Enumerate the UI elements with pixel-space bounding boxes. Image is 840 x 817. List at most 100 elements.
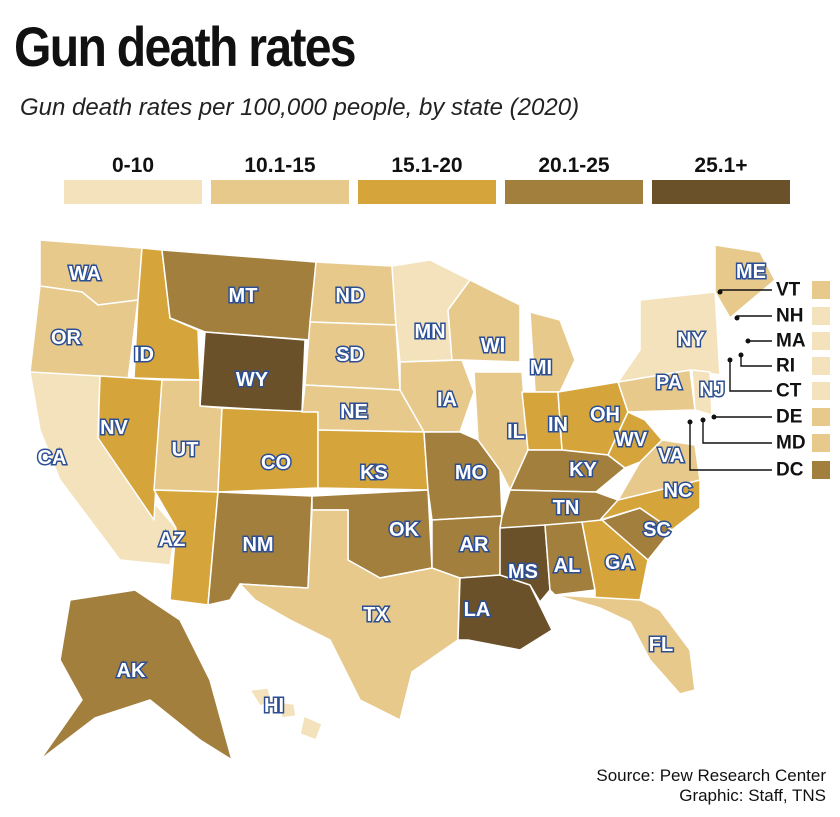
callout-label-de: DE (776, 407, 802, 428)
state-label-nd: ND (336, 285, 365, 307)
state-label-mt: MT (229, 285, 258, 307)
state-label-wv: WV (615, 429, 648, 451)
state-ak (39, 589, 233, 761)
state-label-az: AZ (159, 529, 186, 551)
callout-swatch-nh (812, 307, 830, 325)
state-label-oh: OH (590, 404, 620, 426)
state-label-id: ID (134, 344, 154, 366)
state-nj (691, 369, 713, 416)
legend-item-0: 0-10 (64, 152, 202, 204)
state-label-va: VA (658, 445, 684, 467)
state-label-al: AL (554, 555, 581, 577)
state-label-ms: MS (508, 561, 538, 583)
state-label-nv: NV (100, 417, 128, 439)
legend-swatch-1 (211, 180, 349, 204)
legend-label-3: 20.1-25 (538, 154, 610, 177)
state-va (617, 439, 701, 501)
state-label-in: IN (548, 414, 568, 436)
callout-line-md (702, 420, 772, 444)
callout-swatch-ri (812, 357, 830, 375)
legend-item-1: 10.1-15 (211, 152, 349, 204)
legend-label-4: 25.1+ (694, 154, 748, 177)
state-tx (239, 509, 461, 721)
state-label-ok: OK (389, 519, 420, 541)
state-fl (554, 594, 696, 695)
callout-swatch-de (812, 408, 830, 426)
state-az (153, 489, 219, 606)
state-al (544, 521, 596, 596)
state-label-nc: NC (664, 480, 693, 502)
callout-line-ct (729, 360, 772, 392)
callout-label-ct: CT (776, 381, 802, 402)
legend-item-3: 20.1-25 (505, 152, 643, 204)
source-note: Source: Pew Research Center Graphic: Sta… (596, 766, 826, 806)
state-label-ga: GA (605, 552, 635, 574)
callout-dot-vt (717, 289, 723, 295)
callout-line-ri (740, 355, 772, 367)
state-label-ne: NE (340, 401, 368, 423)
state-label-ca: CA (38, 447, 67, 469)
state-label-pa: PA (656, 372, 682, 394)
state-hi (249, 687, 323, 741)
callout-dot-ri (738, 352, 744, 358)
state-label-fl: FL (649, 634, 673, 656)
state-co (217, 407, 319, 493)
map-title: Gun death rates (14, 15, 357, 78)
state-label-tn: TN (553, 497, 580, 519)
state-label-co: CO (261, 452, 291, 474)
state-label-ky: KY (569, 459, 597, 481)
state-ky (509, 449, 626, 493)
callout-dot-de (711, 414, 717, 420)
state-label-sd: SD (336, 344, 364, 366)
state-label-ar: AR (460, 534, 489, 556)
state-wi (447, 279, 521, 363)
source-text: Source: Pew Research Center (596, 766, 826, 785)
callout-dot-md (700, 417, 706, 423)
state-label-ny: NY (677, 329, 705, 351)
state-label-ut: UT (172, 439, 199, 461)
callout-label-ri: RI (776, 356, 795, 377)
callout-swatch-ct (812, 382, 830, 400)
callout-swatch-dc (812, 461, 830, 479)
state-label-nm: NM (242, 534, 273, 556)
state-label-tx: TX (363, 604, 389, 626)
map-subtitle: Gun death rates per 100,000 people, by s… (20, 94, 580, 121)
credit-text: Graphic: Staff, TNS (679, 786, 826, 805)
state-label-nj: NJ (699, 379, 725, 401)
callout-label-vt: VT (776, 280, 801, 301)
legend-swatch-3 (505, 180, 643, 204)
state-label-me: ME (736, 261, 766, 283)
callout-dot-nh (734, 315, 740, 321)
state-mo (423, 431, 503, 521)
callout-dot-ct (727, 357, 733, 363)
callout-line-dc (689, 422, 772, 471)
state-me (714, 244, 776, 319)
state-label-la: LA (464, 599, 491, 621)
state-label-il: IL (507, 421, 525, 443)
callout-label-md: MD (776, 433, 806, 454)
state-label-wi: WI (481, 335, 505, 357)
state-mi (529, 311, 576, 393)
legend-label-1: 10.1-15 (244, 154, 316, 177)
state-label-mi: MI (530, 357, 552, 379)
state-label-sc: SC (643, 519, 671, 541)
legend-swatch-0 (64, 180, 202, 204)
state-label-wy: WY (236, 369, 269, 391)
callout-line-nh (736, 315, 772, 318)
callout-swatch-md (812, 434, 830, 452)
state-label-or: OR (51, 327, 82, 349)
legend-swatch-4 (652, 180, 790, 204)
callout-swatch-vt (812, 281, 830, 299)
callout-dot-dc (687, 419, 693, 425)
callout-dot-ma (745, 338, 751, 344)
state-label-mn: MN (414, 321, 445, 343)
state-label-ks: KS (360, 462, 388, 484)
callout-swatch-ma (812, 332, 830, 350)
legend-label-2: 15.1-20 (391, 154, 463, 177)
state-label-ia: IA (437, 389, 457, 411)
legend-swatch-2 (358, 180, 496, 204)
state-label-ak: AK (117, 660, 146, 682)
legend-item-2: 15.1-20 (358, 152, 496, 204)
state-label-wa: WA (69, 263, 101, 285)
